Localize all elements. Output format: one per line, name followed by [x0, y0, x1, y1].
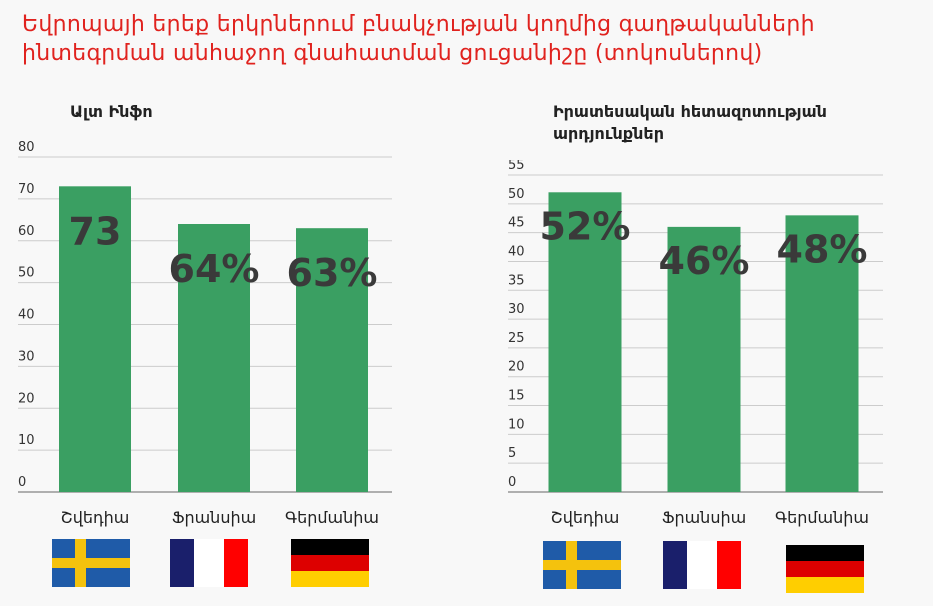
x-tick-label: Գերմանիա [775, 508, 869, 527]
x-tick-label: Ֆրանսիա [172, 508, 256, 527]
chart-2: 0 5 10 15 20 25 30 35 40 45 50 55 52% Շվեդիա 46% Ֆրանսի… [508, 160, 883, 527]
y-tick-label: 30 [18, 349, 35, 364]
y-tick-label: 50 [18, 266, 35, 281]
data-label: 64% [169, 247, 260, 291]
sweden-flag-icon [543, 541, 621, 589]
y-tick-label: 30 [508, 302, 525, 317]
y-tick-label: 35 [508, 273, 525, 288]
y-tick-label: 5 [508, 446, 516, 461]
france-flag-icon [170, 539, 248, 587]
y-tick-label: 0 [18, 475, 26, 490]
france-flag-icon [663, 541, 741, 589]
x-tick-label: Ֆրանսիա [662, 508, 746, 527]
chart-2-title: Իրատեսական հետազոտության արդյունքներ [553, 101, 827, 145]
y-tick-label: 25 [508, 331, 525, 346]
bar [296, 228, 368, 492]
data-label: 48% [777, 227, 868, 271]
y-tick-label: 10 [508, 417, 525, 432]
data-label: 46% [659, 239, 750, 283]
y-tick-label: 0 [508, 475, 516, 490]
chart-2-title-line-1: Իրատեսական հետազոտության [553, 102, 827, 121]
x-tick-label: Շվեդիա [61, 508, 130, 527]
y-tick-label: 50 [508, 187, 525, 202]
x-tick-label: Գերմանիա [285, 508, 379, 527]
data-label: 73 [69, 209, 122, 253]
y-tick-label: 20 [508, 360, 525, 375]
y-tick-label: 40 [18, 308, 35, 323]
y-tick-label: 70 [18, 182, 35, 197]
bar [59, 186, 131, 492]
bar [785, 215, 859, 492]
bar [548, 192, 622, 493]
y-tick-label: 60 [18, 224, 35, 239]
chart-1-title: Ալտ Ինֆո [70, 102, 153, 121]
data-label: 52% [540, 204, 631, 248]
page-title-line-1: Եվրոպայի երեք երկրներում բնակչության կող… [22, 12, 815, 37]
bar [667, 226, 741, 492]
y-tick-label: 10 [18, 433, 35, 448]
bar [178, 224, 250, 492]
y-tick-label: 45 [508, 216, 525, 231]
y-tick-label: 80 [18, 140, 35, 155]
chart-1: 0 10 20 30 40 50 60 70 80 73 Շվեդիա 64% Ֆրանսիա 63% Գե… [18, 140, 392, 527]
chart-2-title-line-2: արդյունքներ [553, 124, 664, 143]
sweden-flag-icon [52, 539, 130, 587]
germany-flag-icon [786, 545, 864, 593]
y-tick-label: 20 [18, 391, 35, 406]
data-label: 63% [287, 251, 378, 295]
germany-flag-icon [291, 539, 369, 587]
x-tick-label: Շվեդիա [551, 508, 620, 527]
page-title-line-2: ինտեգրման անհաջող գնահատման ցուցանիշը (տ… [22, 41, 763, 66]
y-tick-label: 15 [508, 389, 525, 404]
y-tick-label: 40 [508, 244, 525, 259]
y-tick-label: 55 [508, 160, 525, 173]
page-title: Եվրոպայի երեք երկրներում բնակչության կող… [22, 10, 922, 68]
